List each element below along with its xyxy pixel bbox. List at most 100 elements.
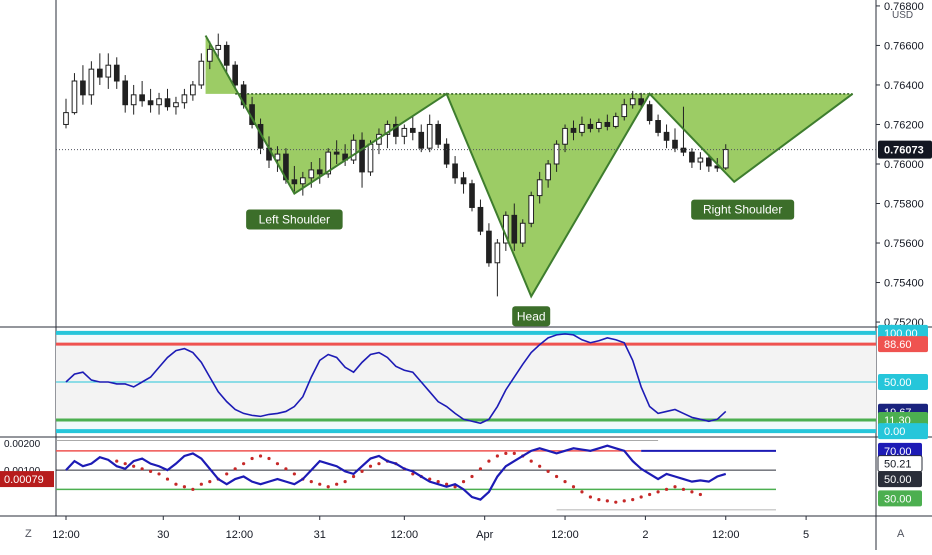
psar-dot [478, 467, 483, 471]
price-tick-label: 0.75800 [884, 199, 924, 211]
psar-dot [377, 462, 381, 466]
psar-dot [123, 462, 127, 466]
price-tick-label: 0.76200 [884, 119, 924, 131]
macd-level-badge [878, 490, 922, 507]
psar-dot [140, 467, 144, 471]
psar-dot [343, 480, 347, 484]
time-tick-label: 12:00 [712, 529, 740, 541]
psar-dot [174, 482, 178, 486]
psar-dot [512, 451, 516, 455]
candle-down [359, 139, 365, 173]
candle-up [519, 222, 526, 244]
candle-down [409, 127, 416, 133]
psar-dot [284, 467, 288, 471]
pattern-fill-right-shoulder [649, 93, 853, 182]
candle-down [570, 127, 577, 133]
candle-down [486, 230, 492, 264]
left-axis-label: 0.00200 [4, 439, 41, 450]
candle-up [300, 177, 306, 185]
last-price-label: 0.76073 [884, 145, 924, 157]
stoch-level-label: 0.00 [884, 426, 905, 438]
candle-down [587, 123, 594, 129]
psar-dot [360, 469, 364, 473]
auto-scale-button-left[interactable]: Z [25, 528, 32, 540]
macd-level-label: 70.00 [884, 446, 912, 458]
candle-down [122, 80, 129, 106]
candle-down [663, 131, 670, 141]
candle-up [722, 149, 729, 169]
psar-dot [148, 469, 153, 473]
candle-down [223, 44, 230, 66]
candle-up [130, 94, 137, 106]
candle-up [88, 68, 95, 96]
candle-up [401, 127, 408, 137]
psar-dot [250, 456, 254, 461]
price-tick-label: 0.76000 [884, 159, 924, 171]
time-tick-label: 30 [157, 529, 169, 541]
candle-down [689, 151, 695, 163]
pattern-fill-left-shoulder [205, 35, 447, 194]
psar-dot [157, 472, 161, 476]
candle-down [655, 120, 661, 133]
psar-dot [165, 477, 170, 481]
time-tick-label: 5 [803, 529, 809, 541]
psar-dot [546, 469, 550, 473]
pattern-outline [204, 35, 854, 299]
psar-dot [698, 492, 702, 497]
psar-dot [292, 472, 296, 476]
candle-down [680, 147, 687, 153]
time-tick-label: 2 [642, 529, 648, 541]
candle-down [147, 100, 154, 106]
time-tick-label: 12:00 [391, 529, 419, 541]
macd-level-label: 50.21 [884, 459, 912, 471]
candle-down [477, 206, 484, 232]
psar-dot [242, 462, 246, 466]
time-tick-label: Apr [476, 529, 493, 541]
candle-down [638, 98, 644, 106]
candle-down [113, 64, 120, 82]
candle-down [316, 169, 323, 175]
candle-up [71, 80, 78, 114]
psar-dot [554, 474, 559, 479]
psar-dot [487, 459, 491, 463]
stoch-line [65, 333, 727, 425]
candle-up [367, 143, 374, 173]
candle-down [460, 177, 467, 185]
currency-label: USD [892, 10, 913, 21]
candle-up [105, 64, 112, 78]
candle-up [621, 104, 628, 118]
time-tick-label: 12:00 [551, 529, 579, 541]
psar-dot [191, 487, 195, 491]
psar-dot [132, 464, 136, 468]
stoch-level-label: 50.00 [884, 377, 912, 389]
psar-dot [648, 492, 652, 497]
auto-scale-button-right[interactable]: A [897, 528, 905, 540]
psar-dot [639, 495, 643, 499]
left-current-badge [0, 471, 54, 488]
pattern-label: Left Shoulder [246, 209, 343, 230]
pattern-fill-head [446, 93, 650, 297]
macd-level-badge [878, 471, 922, 488]
time-tick-label: 12:00 [52, 529, 80, 541]
candle-up [215, 44, 222, 50]
candle-down [232, 64, 238, 86]
candle-up [350, 139, 357, 161]
candle-up [190, 84, 196, 96]
psar-dot [267, 456, 271, 461]
psar-dot [258, 454, 263, 458]
candle-down [646, 104, 653, 122]
candle-down [604, 121, 611, 127]
macd-rsi-line [65, 444, 727, 501]
psar-dot [588, 495, 593, 499]
stoch-level-badge [878, 374, 928, 390]
candle-up [553, 143, 560, 165]
stoch-level-badge [878, 423, 928, 440]
psar-dot [622, 499, 626, 503]
candle-down [452, 163, 458, 179]
psar-dot [208, 480, 212, 484]
macd-level-label: 50.00 [884, 474, 912, 486]
psar-dot [326, 485, 330, 489]
